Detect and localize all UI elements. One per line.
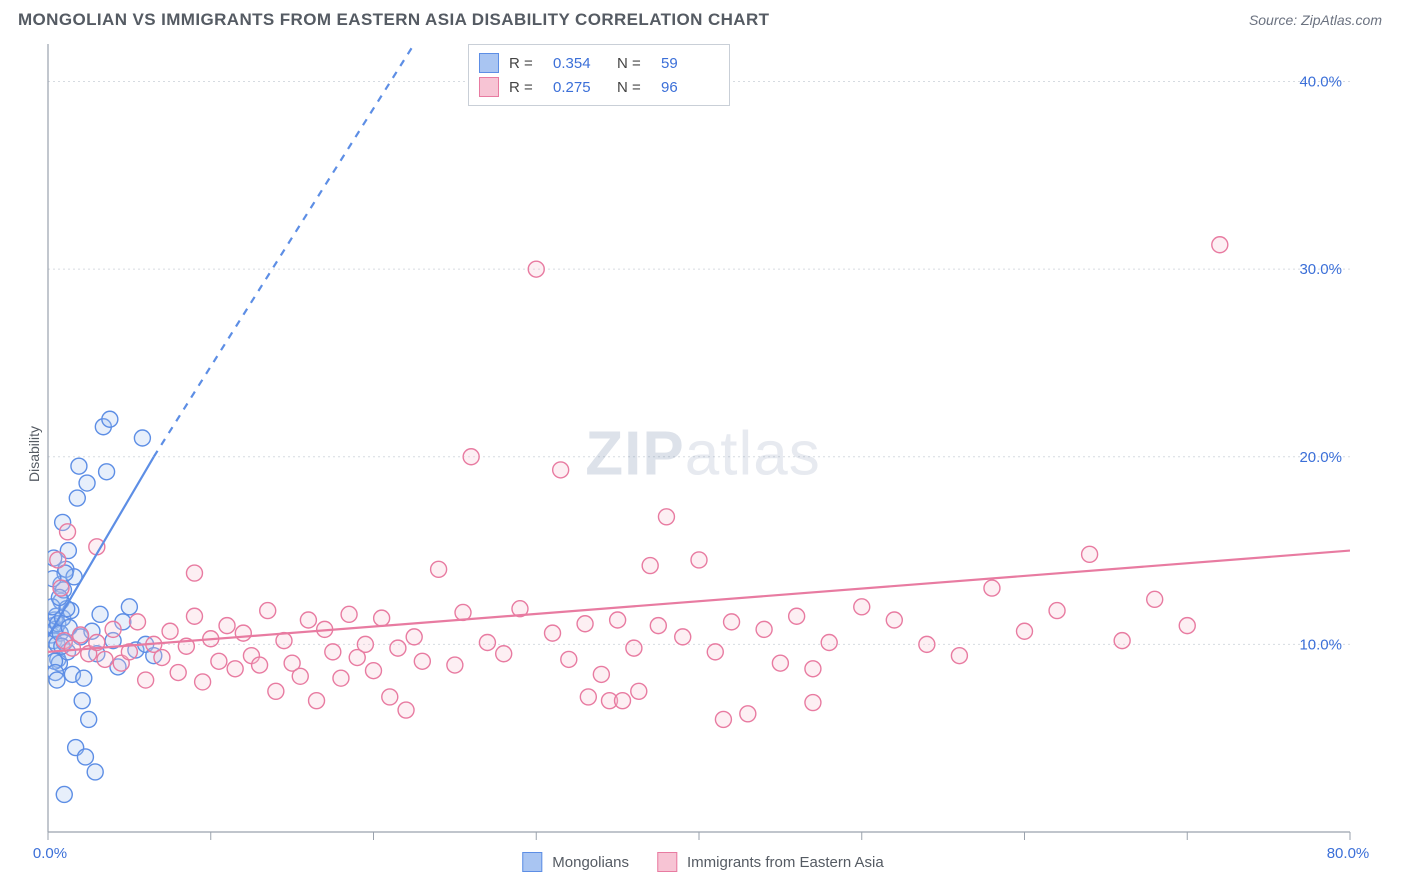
chart-title: MONGOLIAN VS IMMIGRANTS FROM EASTERN ASI… bbox=[18, 10, 769, 30]
svg-text:30.0%: 30.0% bbox=[1299, 261, 1342, 278]
legend-label: Immigrants from Eastern Asia bbox=[687, 854, 884, 871]
svg-text:0.0%: 0.0% bbox=[33, 845, 67, 862]
legend-swatch bbox=[479, 53, 499, 73]
svg-text:10.0%: 10.0% bbox=[1299, 636, 1342, 653]
legend-stats-row: R =0.354N =59 bbox=[479, 51, 715, 75]
chart-container: Disability 10.0% 20.0% 30.0% 40.0% 0.0% 80.0%… bbox=[0, 36, 1406, 872]
legend-swatch bbox=[522, 852, 542, 872]
legend-series-item: Immigrants from Eastern Asia bbox=[657, 852, 884, 872]
legend-swatch bbox=[657, 852, 677, 872]
scatter-chart: 10.0% 20.0% 30.0% 40.0% 0.0% 80.0% bbox=[0, 36, 1406, 872]
svg-text:80.0%: 80.0% bbox=[1327, 845, 1370, 862]
legend-series-item: Mongolians bbox=[522, 852, 629, 872]
legend-swatch bbox=[479, 77, 499, 97]
svg-text:20.0%: 20.0% bbox=[1299, 449, 1342, 466]
legend-stats: R =0.354N =59R =0.275N =96 bbox=[468, 44, 730, 106]
y-axis-label: Disability bbox=[26, 426, 42, 482]
legend-stats-row: R =0.275N =96 bbox=[479, 75, 715, 99]
svg-text:40.0%: 40.0% bbox=[1299, 74, 1342, 91]
legend-label: Mongolians bbox=[552, 854, 629, 871]
header: MONGOLIAN VS IMMIGRANTS FROM EASTERN ASI… bbox=[0, 0, 1406, 36]
source-attribution: Source: ZipAtlas.com bbox=[1249, 12, 1382, 28]
legend-series: Mongolians Immigrants from Eastern Asia bbox=[522, 852, 883, 872]
